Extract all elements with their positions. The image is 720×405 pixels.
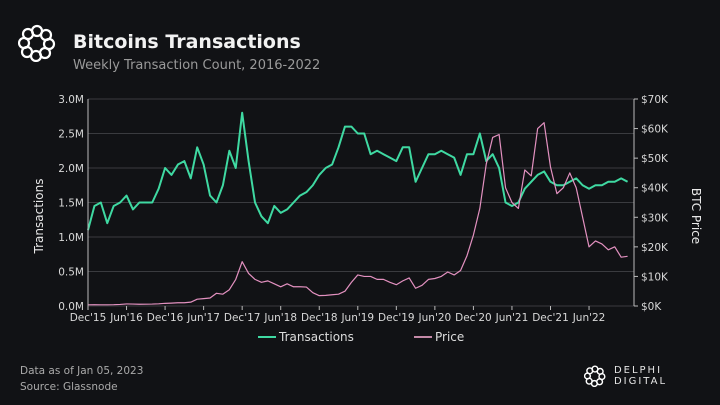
y-tick-label: 2.5M — [58, 129, 84, 141]
y2-tick-label: $10K — [641, 271, 669, 283]
delphi-logo-icon — [17, 24, 56, 66]
source: Source: Glassnode — [20, 381, 118, 393]
x-tick-label: Dec'19 — [378, 312, 415, 324]
legend-label: Price — [435, 330, 465, 344]
y-tick-label: 2.0M — [58, 163, 84, 175]
x-tick-label: Dec'17 — [224, 312, 261, 324]
x-tick-label: Dec'18 — [301, 312, 338, 324]
series-line-price — [87, 122, 628, 306]
x-tick-label: Jun'20 — [418, 312, 452, 324]
y-tick-label: 0.5M — [58, 267, 84, 279]
y2-tick-label: $40K — [641, 183, 669, 195]
brand-name: DELPHI DIGITAL — [613, 365, 668, 387]
y-tick-label: 1.0M — [58, 232, 84, 244]
x-tick-label: Dec'15 — [70, 312, 107, 324]
y2-tick-label: $50K — [641, 153, 669, 165]
y2-tick-label: $0K — [641, 301, 662, 313]
chart-title: Bitcoins Transactions — [73, 31, 301, 53]
y2-tick-label: $60K — [641, 124, 669, 136]
y-tick-label: 0.0M — [58, 301, 84, 313]
x-tick-label: Jun'21 — [495, 312, 529, 324]
legend-item-transactions[interactable]: Transactions — [258, 330, 354, 344]
y2-tick-label: $70K — [641, 94, 669, 106]
x-tick-label: Jun'16 — [109, 312, 143, 324]
y2-tick-label: $20K — [641, 242, 669, 254]
x-tick-label: Dec'20 — [455, 312, 492, 324]
y-tick-label: 3.0M — [58, 94, 84, 106]
y-axis-label: Transactions — [32, 179, 46, 255]
legend-item-price[interactable]: Price — [414, 330, 464, 344]
y-tick-label: 1.5M — [58, 198, 84, 210]
x-tick-label: Jun'19 — [340, 312, 374, 324]
x-tick-label: Jun'17 — [186, 312, 220, 324]
x-tick-label: Jun'18 — [263, 312, 297, 324]
data-as-of: Data as of Jan 05, 2023 — [20, 365, 144, 377]
chart-subtitle: Weekly Transaction Count, 2016-2022 — [73, 58, 321, 73]
legend-swatch — [258, 336, 276, 338]
delphi-knot-icon — [584, 365, 606, 387]
x-tick-label: Dec'21 — [532, 312, 569, 324]
brand: DELPHI DIGITAL — [584, 365, 720, 387]
y2-tick-label: $30K — [641, 212, 669, 224]
legend-label: Transactions — [279, 330, 354, 344]
legend-swatch — [414, 336, 432, 338]
footer-notes: Data as of Jan 05, 2023 Source: Glassnod… — [20, 363, 143, 395]
series-line-transactions — [87, 111, 629, 231]
x-tick-label: Dec'16 — [147, 312, 184, 324]
x-tick-label: Jun'22 — [572, 312, 606, 324]
y2-axis-label: BTC Price — [689, 188, 703, 244]
